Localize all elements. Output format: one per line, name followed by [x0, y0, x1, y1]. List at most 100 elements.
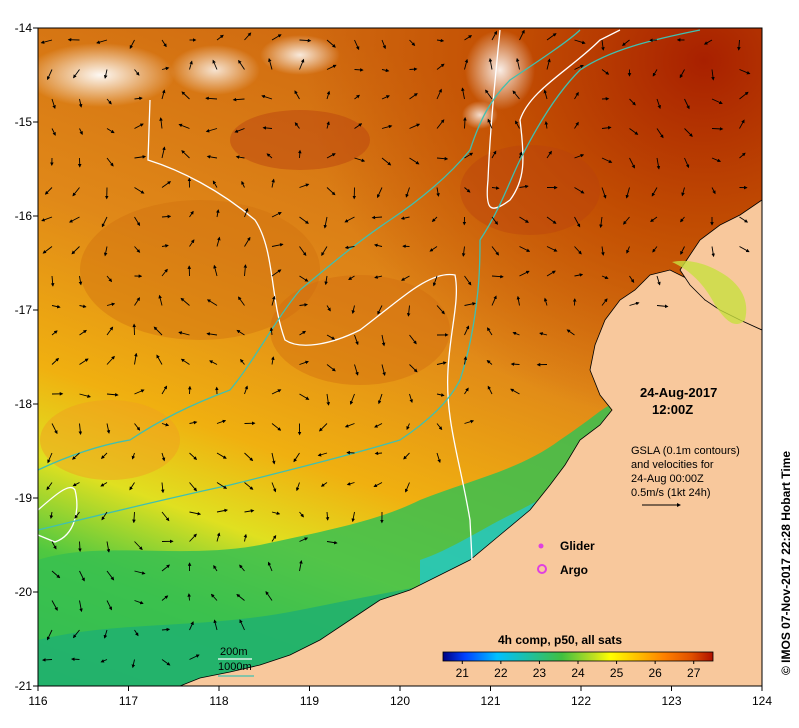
velocity-arrow	[134, 96, 143, 101]
velocity-arrow	[205, 128, 218, 133]
velocity-arrow	[299, 303, 308, 307]
velocity-arrow	[371, 215, 383, 220]
velocity-arrow	[235, 155, 245, 159]
velocity-arrow	[187, 593, 191, 601]
velocity-arrow	[106, 302, 116, 307]
velocity-arrow	[546, 33, 557, 41]
velocity-arrow	[488, 58, 493, 70]
velocity-arrow	[652, 69, 658, 77]
cloud	[170, 45, 260, 95]
lon-tick-label: 118	[209, 694, 228, 708]
velocity-arrow	[323, 216, 328, 229]
velocity-arrow	[100, 482, 108, 487]
velocity-arrow	[213, 565, 218, 572]
velocity-arrow	[161, 627, 171, 632]
velocity-arrow	[519, 216, 529, 223]
colorbar-ticks: 21 22 23 24 25 26 27	[456, 661, 701, 680]
velocity-arrow	[267, 561, 273, 572]
velocity-arrow	[69, 216, 80, 223]
velocity-arrow	[72, 452, 80, 460]
glider-marker	[538, 543, 544, 549]
velocity-arrow	[51, 357, 60, 365]
colorbar-tick-label: 23	[533, 666, 547, 680]
velocity-arrow	[519, 184, 529, 189]
velocity-arrow	[354, 39, 360, 51]
velocity-arrow	[436, 119, 445, 129]
velocity-arrow	[464, 419, 475, 424]
velocity-arrow	[326, 393, 330, 406]
velocity-arrow	[180, 297, 190, 306]
velocity-arrow	[46, 482, 53, 491]
velocity-arrow	[381, 334, 386, 347]
velocity-arrow	[651, 187, 658, 197]
colorbar-tick-label: 26	[648, 666, 662, 680]
velocity-arrow	[212, 59, 218, 70]
velocity-arrow	[381, 364, 386, 376]
velocity-arrow	[406, 305, 411, 317]
velocity-arrow	[159, 117, 163, 129]
velocity-arrow	[161, 595, 169, 601]
velocity-arrow	[79, 600, 83, 613]
velocity-arrow	[72, 482, 80, 487]
latitude-ticks: -14 -15 -16 -17 -18 -19 -20 -21	[15, 21, 38, 693]
velocity-arrow	[320, 482, 328, 487]
velocity-arrow	[409, 393, 413, 404]
velocity-arrow	[51, 98, 56, 109]
velocity-arrow	[178, 123, 190, 129]
velocity-arrow	[518, 151, 523, 159]
argo-label: Argo	[560, 563, 588, 577]
velocity-arrow	[711, 98, 723, 105]
velocity-arrow	[79, 128, 83, 136]
velocity-arrow	[51, 128, 56, 136]
velocity-arrow	[103, 629, 108, 639]
velocity-arrow	[212, 180, 218, 188]
velocity-arrow	[326, 305, 331, 312]
velocity-arrow	[51, 570, 61, 579]
velocity-arrow	[436, 305, 445, 315]
gsla-note-line2: and velocities for	[631, 459, 714, 471]
velocity-arrows	[40, 29, 751, 669]
velocity-arrow	[271, 389, 282, 395]
velocity-arrow	[74, 511, 80, 519]
cloud	[38, 43, 175, 107]
velocity-arrow	[487, 118, 493, 129]
velocity-arrow	[271, 452, 276, 465]
velocity-arrow	[236, 593, 245, 601]
gsla-note-line3: 24-Aug 00:00Z	[631, 473, 704, 485]
velocity-arrow	[206, 332, 218, 336]
velocity-arrow	[134, 541, 143, 551]
velocity-arrow	[626, 246, 630, 254]
velocity-arrow	[134, 352, 138, 365]
velocity-arrow	[240, 358, 245, 365]
eddy	[80, 200, 320, 340]
velocity-arrow	[129, 482, 135, 491]
velocity-arrow	[436, 361, 447, 365]
velocity-arrow	[79, 329, 87, 336]
velocity-arrow	[294, 90, 300, 100]
velocity-arrow	[262, 126, 273, 130]
velocity-arrow	[134, 216, 141, 227]
velocity-arrow	[652, 246, 658, 253]
velocity-arrow	[354, 157, 366, 163]
velocity-arrow	[78, 98, 83, 108]
lat-tick-label: -15	[15, 115, 33, 129]
velocity-arrow	[299, 275, 309, 282]
velocity-arrow	[374, 243, 383, 248]
velocity-arrow	[41, 216, 53, 222]
velocity-arrow	[463, 356, 468, 365]
velocity-arrow	[546, 150, 552, 159]
colorbar-title: 4h comp, p50, all sats	[498, 633, 622, 647]
velocity-arrow	[381, 39, 386, 50]
velocity-arrow	[106, 392, 119, 397]
velocity-arrow	[406, 423, 410, 431]
velocity-arrow	[680, 246, 685, 255]
velocity-arrow	[601, 125, 612, 130]
velocity-arrow	[106, 275, 113, 283]
velocity-arrow	[403, 452, 410, 460]
velocity-arrow	[680, 216, 685, 223]
gsla-contour	[486, 29, 621, 209]
velocity-arrow	[409, 93, 418, 100]
velocity-arrow	[209, 360, 218, 365]
velocity-arrow	[601, 157, 613, 163]
